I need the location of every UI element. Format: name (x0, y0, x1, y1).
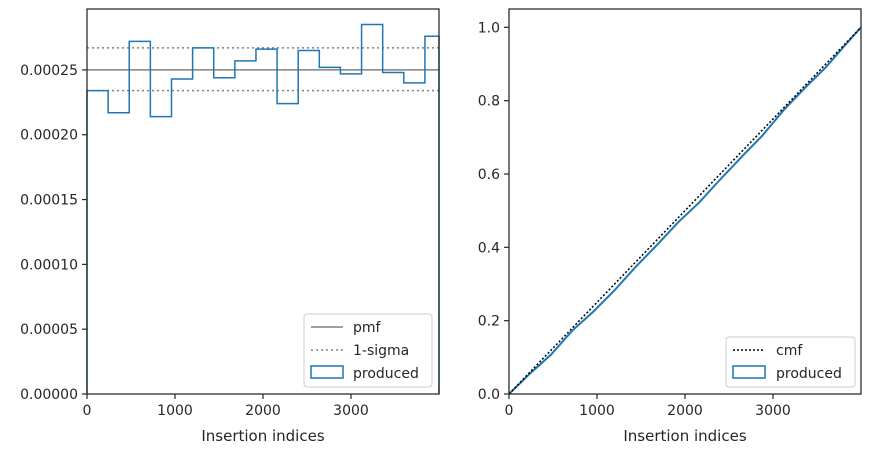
y-tick-label-right: 0.4 (478, 240, 500, 256)
legend-produced-swatch-left (310, 365, 344, 379)
legend-sigma-label: 1-sigma (353, 343, 409, 359)
left-chart-marks (86, 23, 440, 394)
right-chart-marks (508, 26, 862, 395)
legend-right: cmf produced (725, 336, 856, 388)
legend-pmf-label: pmf (353, 320, 382, 336)
pmf-histogram-chart: 0 1000 2000 3000 0.00000 0.00005 0.00010 0.0001… (20, 8, 440, 445)
legend-cmf-label: cmf (776, 343, 803, 359)
right-ticks: 0 1000 2000 3000 0.0 0.2 0.4 0.6 0.8 1.0 (478, 20, 791, 419)
y-tick-label-right: 1.0 (478, 20, 500, 36)
y-tick-label-right: 0.6 (478, 167, 500, 183)
x-tick-label-right: 1000 (579, 403, 615, 419)
y-tick-label-left: 0.00005 (20, 322, 78, 338)
y-tick-label-left: 0.00025 (20, 63, 78, 79)
y-tick-label-left: 0.00000 (20, 387, 78, 403)
x-tick-label-right: 3000 (755, 403, 791, 419)
x-tick-label-left: 1000 (157, 403, 193, 419)
y-tick-label-right: 0.8 (478, 94, 500, 110)
legend-box-left (303, 313, 433, 388)
cmf-chart: 0 1000 2000 3000 0.0 0.2 0.4 0.6 0.8 1.0 Insertio… (478, 8, 862, 445)
produced-histogram (86, 23, 440, 394)
x-axis-label-left: Insertion indices (201, 427, 324, 445)
plot-area-right (509, 9, 861, 394)
x-tick-label-right: 2000 (667, 403, 703, 419)
x-tick-label-right: 0 (505, 403, 514, 419)
x-axis-label-right: Insertion indices (623, 427, 746, 445)
legend-produced-swatch-right (732, 365, 766, 379)
y-tick-label-right: 0.0 (478, 387, 500, 403)
left-ticks: 0 1000 2000 3000 0.00000 0.00005 0.00010 0.0001… (20, 63, 369, 419)
y-tick-label-left: 0.00010 (20, 257, 78, 273)
legend-left: pmf 1-sigma produced (303, 313, 433, 388)
legend-produced-label-left: produced (353, 366, 419, 382)
legend-produced-label-right: produced (776, 366, 842, 382)
x-tick-label-left: 3000 (333, 403, 369, 419)
x-tick-label-left: 0 (83, 403, 92, 419)
y-tick-label-left: 0.00015 (20, 193, 78, 209)
y-tick-label-left: 0.00020 (20, 128, 78, 144)
produced-cumulative-line (508, 26, 862, 395)
cmf-line (508, 26, 862, 395)
x-tick-label-left: 2000 (245, 403, 281, 419)
y-tick-label-right: 0.2 (478, 314, 500, 330)
